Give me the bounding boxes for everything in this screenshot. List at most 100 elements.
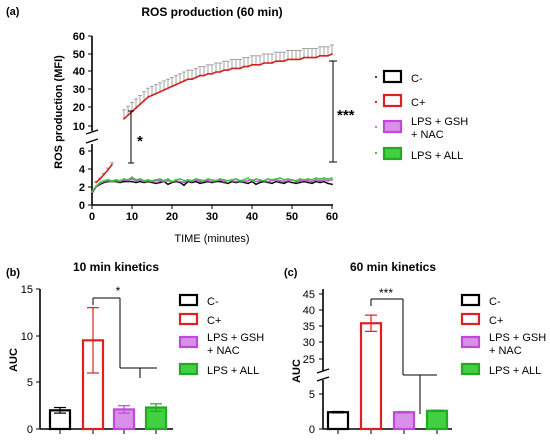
legend-swatch-gsh-nac bbox=[178, 335, 199, 349]
data-point bbox=[231, 178, 233, 181]
data-point bbox=[323, 177, 325, 179]
data-point bbox=[323, 54, 325, 57]
data-point bbox=[291, 181, 293, 184]
panel-a-xtick: 30 bbox=[206, 211, 218, 223]
bar bbox=[326, 411, 350, 431]
sig-stars-60min: *** bbox=[337, 107, 355, 124]
data-point bbox=[195, 180, 197, 183]
data-point bbox=[159, 90, 161, 93]
panel-a-xtick: 40 bbox=[246, 211, 258, 223]
data-point bbox=[119, 179, 121, 182]
data-point bbox=[123, 178, 125, 180]
data-point bbox=[175, 178, 177, 181]
data-point bbox=[299, 58, 301, 61]
panel-b-title: 10 min kinetics bbox=[73, 260, 159, 274]
data-point bbox=[243, 180, 245, 183]
legend-dot bbox=[375, 76, 377, 78]
sig-star-10min: * bbox=[137, 133, 143, 150]
panel-c-axis-break-upper bbox=[316, 368, 330, 374]
data-point bbox=[331, 178, 333, 181]
data-point bbox=[159, 178, 161, 180]
data-point bbox=[175, 83, 177, 86]
legend-dot bbox=[374, 100, 378, 104]
data-point bbox=[203, 179, 205, 182]
legend-label-c-plus: C+ bbox=[207, 315, 221, 327]
panel-c-ytick: 35 bbox=[303, 321, 315, 333]
data-point bbox=[167, 183, 169, 186]
panel-a-xtick: 60 bbox=[326, 211, 338, 223]
data-point bbox=[259, 63, 261, 66]
data-point bbox=[123, 180, 125, 183]
panel-c-ytick: 25 bbox=[303, 354, 315, 366]
legend-swatch-c-plus bbox=[382, 93, 403, 108]
data-point bbox=[235, 67, 237, 70]
data-point bbox=[331, 53, 333, 55]
data-point bbox=[131, 178, 133, 180]
data-point bbox=[275, 180, 277, 183]
data-point bbox=[255, 178, 257, 180]
panel-c-ytick: 0 bbox=[309, 424, 315, 436]
data-point bbox=[295, 58, 297, 61]
data-point bbox=[295, 179, 297, 182]
data-point bbox=[235, 178, 237, 180]
data-point bbox=[163, 89, 165, 91]
data-point bbox=[167, 179, 169, 182]
data-point bbox=[271, 182, 273, 185]
data-point bbox=[183, 184, 185, 187]
data-point bbox=[287, 58, 289, 61]
data-point bbox=[183, 80, 185, 82]
data-point bbox=[331, 177, 333, 179]
data-point bbox=[319, 178, 321, 180]
data-point bbox=[207, 72, 209, 75]
panel-a-xlabel: TIME (minutes) bbox=[174, 233, 249, 245]
data-point bbox=[179, 178, 181, 180]
panel-c-ytick: 30 bbox=[303, 337, 315, 349]
data-point bbox=[235, 180, 237, 183]
data-point bbox=[223, 69, 225, 72]
data-point bbox=[155, 182, 157, 185]
panel-a-yticks-bottom: 6 4 2 0 bbox=[79, 146, 92, 212]
data-point bbox=[279, 181, 281, 184]
panel-a-letter: (a) bbox=[6, 6, 20, 18]
data-point bbox=[95, 181, 97, 184]
legend-dot bbox=[375, 152, 377, 154]
data-point bbox=[319, 179, 321, 182]
data-point bbox=[211, 178, 213, 181]
data-point bbox=[327, 178, 329, 180]
sig-stars-c: *** bbox=[379, 286, 393, 300]
data-point bbox=[327, 179, 329, 182]
data-point bbox=[151, 94, 153, 97]
data-point bbox=[283, 182, 285, 185]
data-point bbox=[127, 114, 129, 117]
panel-c-significance: *** bbox=[370, 286, 437, 414]
panel-a-ytick: 0 bbox=[79, 200, 85, 212]
panel-c-legend: C- C+ LPS + GSH + NAC LPS + ALL bbox=[460, 293, 546, 377]
legend-swatch-gsh-nac bbox=[460, 335, 481, 349]
legend-label-gsh-nac-line2: + NAC bbox=[489, 345, 522, 357]
data-point bbox=[327, 182, 329, 185]
panel-c-ytick: 40 bbox=[303, 305, 315, 317]
data-point bbox=[191, 179, 193, 182]
data-point bbox=[215, 71, 217, 73]
data-point bbox=[143, 99, 145, 102]
data-point bbox=[327, 54, 329, 57]
panel-c-ytick: 45 bbox=[303, 289, 315, 301]
panel-a-ytick: 4 bbox=[79, 164, 86, 176]
data-point bbox=[311, 56, 313, 59]
data-point bbox=[263, 62, 265, 64]
panel-a-ytick: 10 bbox=[73, 121, 85, 133]
data-point bbox=[307, 56, 309, 59]
data-point bbox=[99, 181, 101, 184]
legend-dot bbox=[375, 126, 377, 128]
panel-a-ytick: 6 bbox=[79, 146, 85, 158]
legend-label-c-minus: C- bbox=[411, 73, 423, 85]
data-point bbox=[287, 178, 289, 180]
data-point bbox=[227, 179, 229, 182]
panel-a-xtick: 10 bbox=[126, 211, 138, 223]
panel-a-legend: C- C+ LPS + GSH + NAC LPS + ALL bbox=[374, 69, 468, 162]
panel-a-ylabel: ROS production (MFI) bbox=[53, 55, 65, 169]
data-point bbox=[307, 179, 309, 182]
data-point bbox=[199, 178, 201, 181]
data-point bbox=[227, 182, 229, 185]
data-point bbox=[147, 96, 149, 99]
